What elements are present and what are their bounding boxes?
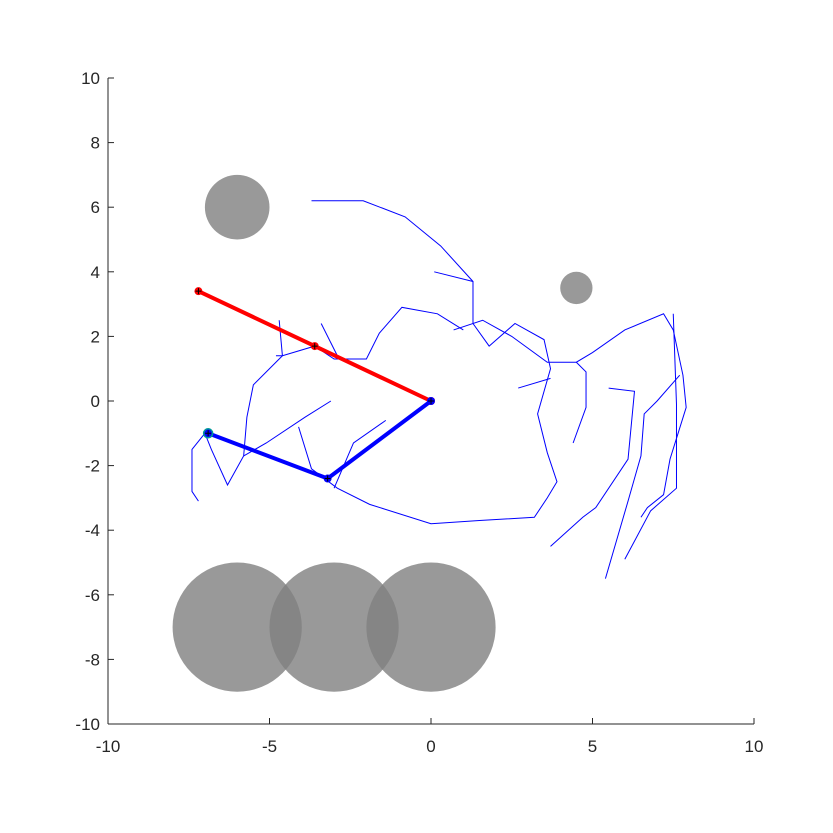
tree-path [453, 313, 687, 518]
tree-path [572, 361, 587, 444]
tree-path [624, 313, 677, 560]
tree-path [604, 374, 681, 579]
arm-joint-cross [195, 288, 202, 295]
x-tick-label: -5 [262, 737, 277, 756]
x-ticks: -10 -5 0 5 10 [96, 718, 764, 756]
tree-path [550, 387, 636, 547]
obstacle-circle [560, 271, 593, 305]
exploration-tree [191, 200, 687, 579]
x-tick-label: 10 [745, 737, 764, 756]
arm-joint-cross [311, 343, 318, 350]
tree-path [275, 306, 464, 360]
obstacles-layer [172, 174, 593, 692]
x-tick-label: -10 [96, 737, 121, 756]
tree-path [243, 400, 332, 457]
y-tick-label: 10 [81, 69, 100, 88]
tree-path [278, 320, 283, 356]
obstacle-circle [269, 562, 399, 692]
obstacle-circle [172, 562, 302, 692]
tree-path [191, 432, 206, 502]
arm-joint-cross [428, 398, 434, 404]
y-tick-label: 2 [91, 327, 100, 346]
arm-joint-cross [205, 430, 212, 437]
tree-path [333, 419, 387, 489]
obstacle-circle [204, 174, 270, 240]
arm-joint-cross [324, 475, 331, 482]
tree-path [204, 355, 283, 487]
tree-path [434, 271, 474, 282]
y-tick-label: 0 [91, 392, 100, 411]
x-tick-label: 5 [588, 737, 597, 756]
goal-marker [202, 428, 214, 439]
y-tick-label: -10 [75, 715, 100, 734]
y-tick-label: -6 [85, 586, 100, 605]
x-tick-label: 0 [426, 737, 435, 756]
y-tick-label: 6 [91, 198, 100, 217]
y-tick-label: 8 [91, 134, 100, 153]
tree-path [320, 323, 338, 357]
tree-path [518, 377, 551, 389]
tree-path [298, 200, 558, 525]
obstacle-circle [366, 562, 496, 692]
y-tick-label: -8 [85, 650, 100, 669]
y-ticks: -10 -8 -6 -4 -2 0 2 4 6 8 10 [75, 69, 114, 734]
y-tick-label: -4 [85, 521, 100, 540]
robot-arms [194, 287, 435, 483]
y-tick-label: -2 [85, 457, 100, 476]
y-tick-label: 4 [91, 263, 100, 282]
arm-link [206, 399, 433, 481]
